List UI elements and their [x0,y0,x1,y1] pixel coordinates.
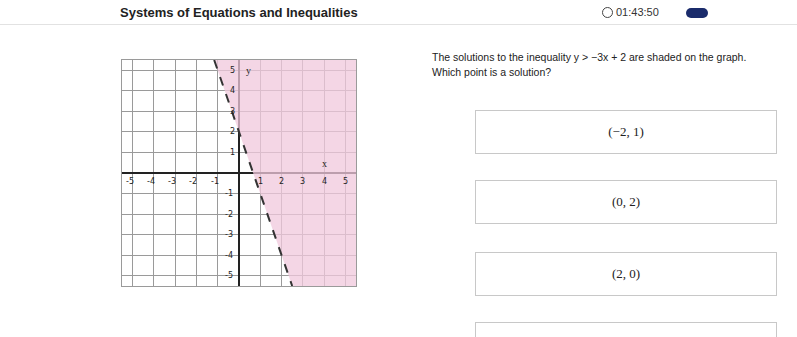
svg-text:-4: -4 [147,177,155,186]
svg-text:5: 5 [343,177,348,186]
svg-text:-1: -1 [225,189,233,198]
svg-text:-2: -2 [189,177,197,186]
html-text:Systems of Equations and Inequ: Systems of Equations and Inequalities [120,5,358,20]
svg-text:1: 1 [230,148,235,157]
svg-text:-1: -1 [211,177,219,186]
svg-text:-5: -5 [225,271,233,280]
svg-text:3: 3 [230,107,235,116]
svg-text:4: 4 [230,86,235,95]
svg-text:x: x [322,158,327,169]
svg-text:y: y [246,65,251,76]
svg-text:2: 2 [279,177,284,186]
svg-text:3: 3 [300,177,305,186]
html-text:The solutions to the inequalit: The solutions to the inequality y > −3x … [432,51,747,78]
svg-text:4: 4 [322,177,327,186]
html-text:(2, 0): (2, 0) [611,266,641,281]
html-text:01:43:50: 01:43:50 [616,6,659,18]
svg-text:-3: -3 [225,230,233,239]
svg-text:1: 1 [258,177,263,186]
svg-text:-3: -3 [168,177,176,186]
html-text:(−2, 1): (−2, 1) [608,124,644,139]
svg-text:5: 5 [230,66,235,75]
svg-text:-4: -4 [225,251,233,260]
svg-text:-2: -2 [225,210,233,219]
html-text:(0, 2): (0, 2) [611,194,641,209]
svg-text:-5: -5 [126,177,134,186]
svg-text:2: 2 [230,127,235,136]
